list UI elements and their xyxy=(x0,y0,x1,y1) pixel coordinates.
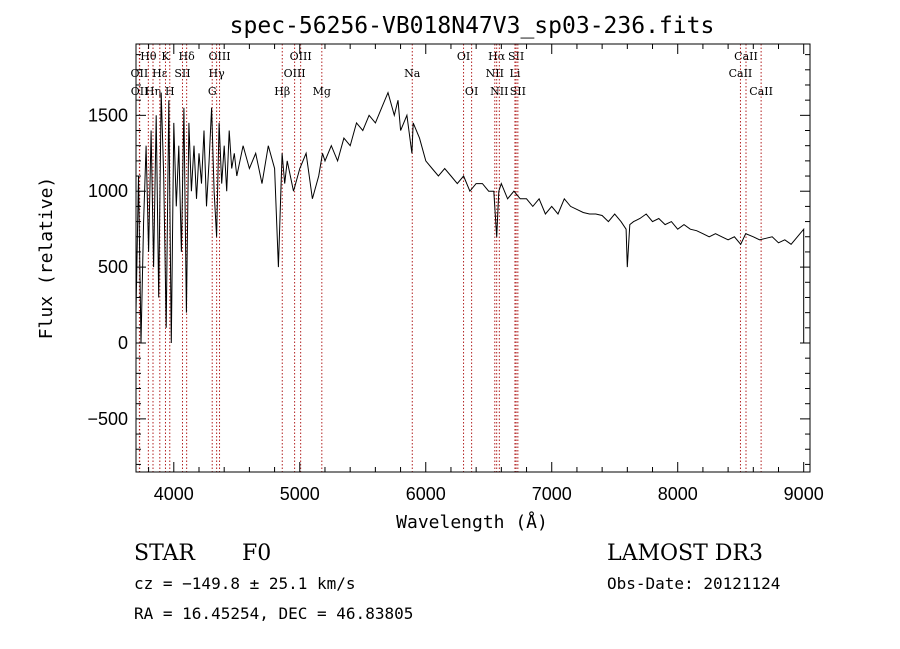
spectral-line-label-14: Hβ xyxy=(274,85,290,98)
spectral-line-label-18: OI xyxy=(465,85,478,98)
spectral-line-label-7: SII xyxy=(174,67,190,80)
spectral-line-label-4: Hε xyxy=(152,67,168,80)
spectral-line-label-8: Hδ xyxy=(179,50,196,63)
spectral-line-label-11: G xyxy=(208,85,217,98)
plot-frame xyxy=(135,43,811,473)
spectral-line-label-9: OIII xyxy=(208,50,230,63)
y-tick-label-0: 0 xyxy=(118,333,128,353)
x-tick-label-6000: 6000 xyxy=(406,484,446,504)
object-class: STAR xyxy=(134,541,196,566)
y-axis: −500 0 500 1000 1500 xyxy=(87,54,810,465)
chart-title: spec-56256-VB018N47V3_sp03-236.fits xyxy=(230,13,715,39)
coordinates: RA = 16.45254, DEC = 46.83805 xyxy=(134,604,413,623)
spectral-line-label-5: K xyxy=(161,50,170,63)
x-tick-label-5000: 5000 xyxy=(280,484,320,504)
spectral-line-label-12: OIII xyxy=(290,50,312,63)
spectral-line-label-16: Na xyxy=(404,67,421,80)
x-tick-label-4000: 4000 xyxy=(154,484,194,504)
spectral-line-label-6: H xyxy=(165,85,175,98)
object-subclass: F0 xyxy=(242,541,271,566)
x-axis-label: Wavelength (Å) xyxy=(396,511,548,533)
spectral-line-label-23: Li xyxy=(510,67,521,80)
spectral-line-label-0: Hθ xyxy=(140,50,157,63)
y-axis-label: Flux (relative) xyxy=(36,177,57,340)
spectral-line-label-19: Hα xyxy=(488,50,506,63)
x-tick-label-8000: 8000 xyxy=(658,484,698,504)
survey-name: LAMOST DR3 xyxy=(607,541,763,566)
y-tick-label-1000: 1000 xyxy=(88,181,128,201)
y-tick-label-1500: 1500 xyxy=(88,105,128,125)
spectral-line-label-13: OIII xyxy=(284,67,306,80)
spectral-line-label-3: Hη xyxy=(145,85,161,98)
observation-date: Obs-Date: 20121124 xyxy=(607,574,780,593)
redshift-velocity: cz = −149.8 ± 25.1 km/s xyxy=(134,574,356,593)
spectrum-line xyxy=(135,91,805,344)
x-tick-label-9000: 9000 xyxy=(784,484,824,504)
spectral-line-label-24: SII xyxy=(510,85,526,98)
spectral-line-label-20: NII xyxy=(486,67,504,80)
spectral-line-label-17: OI xyxy=(457,50,470,63)
spectral-line-label-22: SII xyxy=(508,50,524,63)
x-axis: 4000 5000 6000 7000 8000 9000 xyxy=(148,44,824,504)
y-tick-label-500: 500 xyxy=(98,257,128,277)
spectral-line-label-26: CaII xyxy=(729,67,753,80)
spectral-line-label-15: Mg xyxy=(313,85,331,98)
spectral-line-label-25: CaII xyxy=(734,50,758,63)
spectral-line-label-21: NII xyxy=(490,85,508,98)
spectral-line-label-27: CaII xyxy=(749,85,773,98)
x-tick-label-7000: 7000 xyxy=(532,484,572,504)
spectral-line-label-10: Hγ xyxy=(209,67,226,80)
spectral-line-label-2: OII xyxy=(131,85,149,98)
y-tick-label--500: −500 xyxy=(87,409,128,429)
